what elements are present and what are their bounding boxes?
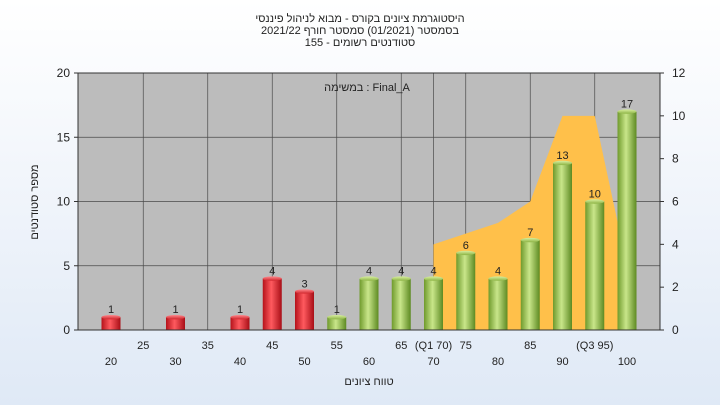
x-tick-label-top: 65 [395,340,407,352]
y2-tick-label: 8 [672,152,679,166]
bar-value-label: 3 [301,278,307,290]
bar-top [230,314,250,320]
bar-top [391,276,411,281]
bar-series: 1 1 1 4 3 1 4 4 4 6 4 7 13 10 17 [101,99,637,330]
x-tick-label-bottom: 30 [169,356,181,368]
bar-top [101,314,121,320]
bar-value-label: 1 [334,304,340,316]
x-axis-label: טווח ציונים [344,376,393,388]
bar-value-label: 17 [621,99,633,111]
x-tick-label-bottom: 70 [427,356,439,368]
y-axis-left: 0 5 10 15 20 [57,66,78,337]
x-tick-label-bottom: 100 [618,356,636,368]
bar [456,252,476,330]
bar [230,317,250,330]
x-tick-label-bottom: 20 [105,356,117,368]
bar-value-label: 7 [527,227,533,239]
bar-value-label: 10 [589,189,601,201]
bar-value-label: 4 [495,266,501,278]
x-tick-label-top: (Q3 95) [576,340,613,352]
bar-top [359,276,379,281]
bar-top [262,276,282,281]
x-tick-label-top: 45 [266,340,278,352]
bar-value-label: 1 [108,304,114,316]
bar-value-label: 4 [366,266,372,278]
bar [327,317,347,330]
x-tick-label-top: 75 [460,340,472,352]
y-tick-label: 20 [57,66,71,80]
bar-top [617,109,637,114]
y2-tick-label: 4 [672,237,679,251]
chart-title-line-2: בסמסטר (01/2021) סמסטר חורף 2021/22 [260,25,460,37]
bar [101,317,121,330]
x-tick-label-bottom: 90 [556,356,568,368]
bar-top [327,314,347,320]
bar-top [456,250,476,256]
bar [520,240,540,330]
x-tick-label-bottom: 40 [234,356,246,368]
bar [424,278,443,330]
y-tick-label: 10 [57,195,71,209]
x-tick-label-bottom: 50 [298,356,310,368]
bar [617,111,637,330]
x-tick-label-bottom: 60 [363,356,375,368]
x-tick-label-top: (Q1 70) [415,340,452,352]
bar-top [488,276,508,281]
chart-title-line-1: היסטוגרמת ציונים בקורס - מבוא לניהול פינ… [255,13,465,25]
bar-value-label: 6 [463,240,469,252]
bar-value-label: 4 [398,266,404,278]
y2-tick-label: 0 [672,323,679,337]
chart-annotation: במשימה : Final_A [324,82,410,94]
y-tick-label: 15 [57,130,71,144]
bar-value-label: 1 [237,304,243,316]
x-tick-label-bottom: 80 [492,356,504,368]
x-tick-label-top: 25 [137,340,149,352]
bar [359,278,379,330]
y2-tick-label: 6 [672,195,679,209]
y-tick-label: 5 [63,259,70,273]
x-axis: 25 35 45 55 65 (Q1 70) 75 85 (Q3 95) 20 30 40 50 60 70… [105,340,636,368]
bar-value-label: 4 [430,266,436,278]
bar-top [553,160,572,166]
y-axis-right: 0 2 4 6 8 10 12 [660,66,686,337]
bar-top [424,276,443,281]
bar [295,291,314,330]
y2-tick-label: 10 [672,109,686,123]
bar-value-label: 1 [172,304,178,316]
x-tick-label-top: 35 [202,340,214,352]
y-axis-label: מספר סטודנטים [29,164,41,239]
y2-tick-label: 2 [672,280,679,294]
bar [391,278,411,330]
bar-value-label: 13 [556,150,568,162]
area-series [433,115,627,330]
x-tick-label-top: 55 [331,340,343,352]
y-tick-label: 0 [63,323,70,337]
bar [585,201,605,330]
bar-top [166,314,185,320]
bar [553,162,572,330]
bar-value-label: 4 [269,266,275,278]
bar-top [585,199,605,204]
bar [488,278,508,330]
chart-title-line-3: סטודנטים רשומים - 155 [304,37,416,49]
bar [262,278,282,330]
bar-top [295,289,314,294]
bar-top [520,237,540,243]
x-tick-label-top: 85 [524,340,536,352]
bar [166,317,185,330]
y2-tick-label: 12 [672,66,686,80]
